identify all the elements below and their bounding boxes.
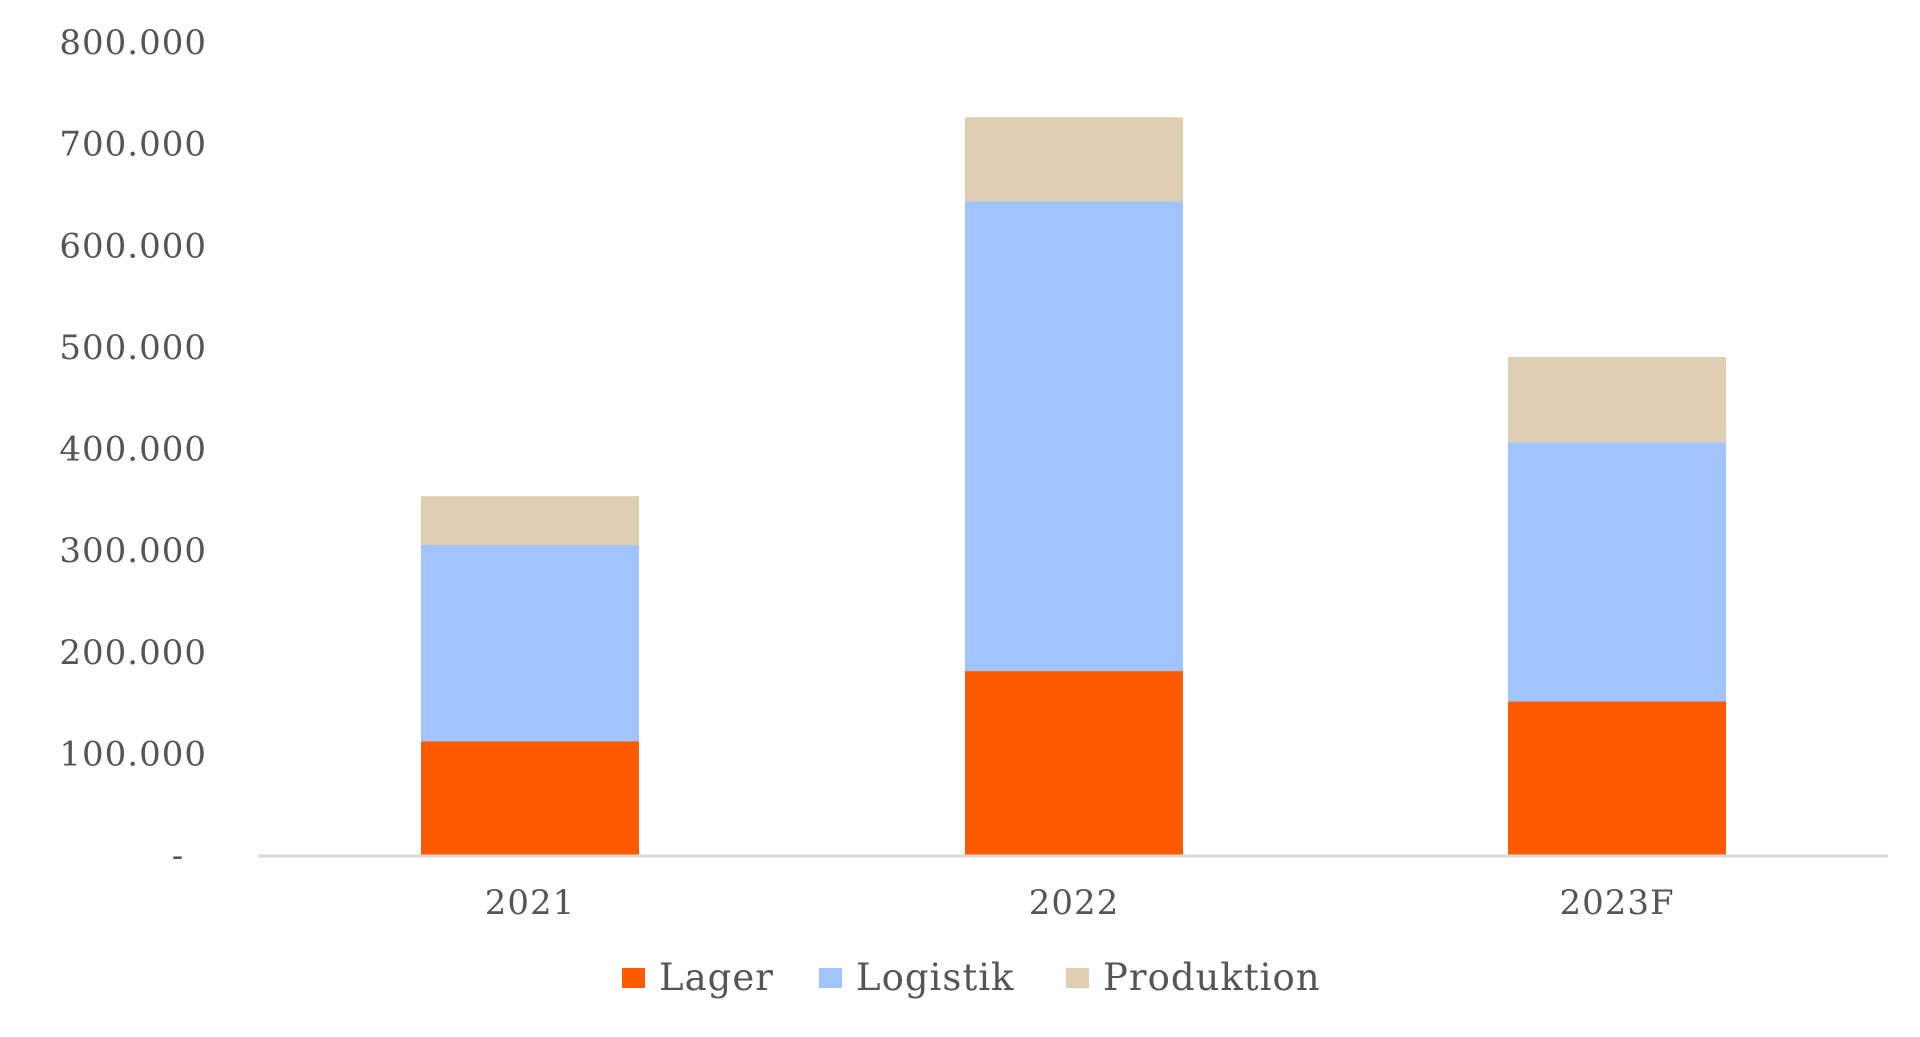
bar-segment-lager-2022 [965,671,1183,855]
bar-stacks [421,117,1726,855]
bar-segment-logistik-2022 [965,201,1183,672]
y-tick-label: 700.000 [59,125,207,165]
y-axis: - 100.000 200.000 300.000 400.000 500.000 600.… [59,23,207,876]
bar-segment-produktion-2022 [965,117,1183,202]
bar-segment-lager-2021 [421,741,639,855]
bar-segment-logistik-2021 [421,545,639,742]
y-tick-label: 600.000 [59,226,207,266]
legend-label: Produktion [1103,956,1321,999]
legend-swatch [1066,968,1089,988]
legend-item-lager: Lager [622,956,774,999]
x-tick-label: 2023F [1559,883,1674,923]
y-tick-label: 200.000 [59,633,207,673]
bar-segment-produktion-2023f [1508,357,1726,443]
bar-stack-2023f [1508,357,1726,855]
legend: Lager Logistik Produktion [622,956,1321,999]
bar-stack-2022 [965,117,1183,855]
bar-segment-logistik-2023f [1508,442,1726,702]
legend-swatch [819,968,842,988]
bar-segment-produktion-2021 [421,496,639,546]
y-tick-label: 800.000 [59,23,207,63]
bar-segment-lager-2023f [1508,701,1726,855]
legend-swatch [622,968,645,988]
y-tick-label: 300.000 [59,531,207,571]
x-tick-label: 2022 [1029,883,1120,923]
y-tick-label: 100.000 [59,734,207,774]
legend-item-produktion: Produktion [1066,956,1321,999]
y-tick-label: 500.000 [59,328,207,368]
y-tick-label: - [172,836,185,876]
legend-label: Logistik [856,956,1014,999]
y-tick-label: 400.000 [59,430,207,470]
x-tick-label: 2021 [485,883,576,923]
legend-label: Lager [659,956,774,999]
legend-item-logistik: Logistik [819,956,1014,999]
bar-stack-2021 [421,496,639,855]
x-axis: 2021 2022 2023F [485,883,1674,923]
